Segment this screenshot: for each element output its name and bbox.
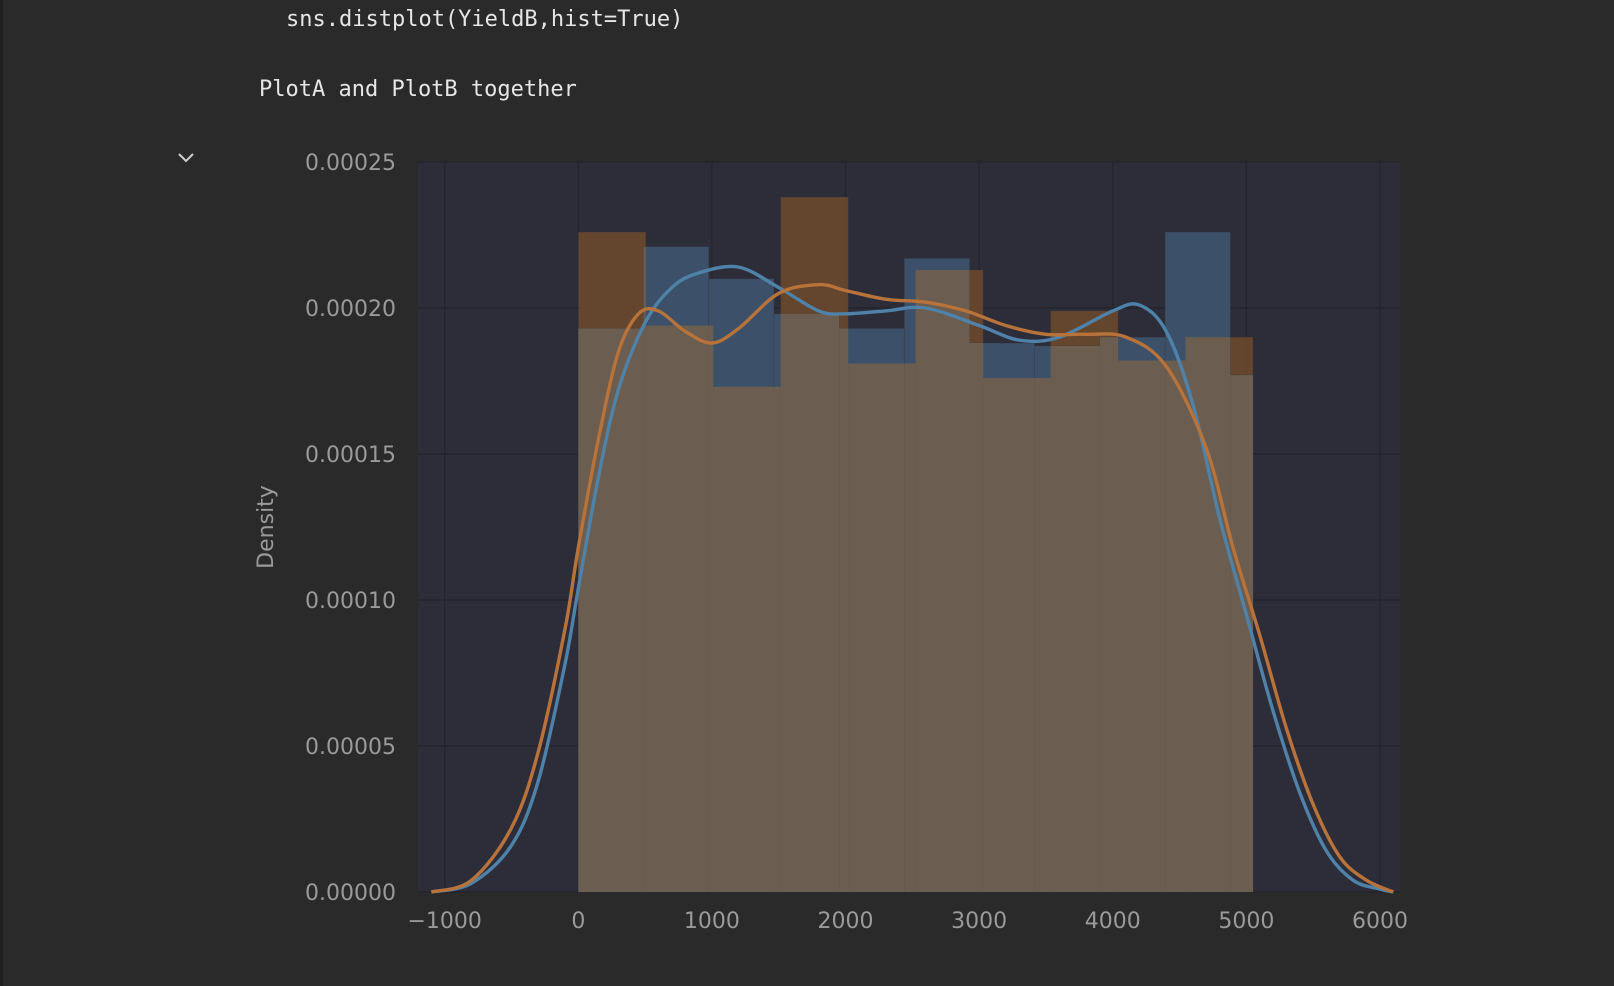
overlap-bar [713,386,774,892]
overlap-bar [983,378,1035,892]
overlap-bar [1034,378,1051,892]
overlap-bar [969,343,984,892]
kde-curves [430,264,1395,894]
x-tick-label: 4000 [1085,909,1141,934]
overlap-bar [848,363,905,892]
cell-output: 0.00000 0.00005 0.00010 0.00015 0.00020 0.000… [250,140,1410,960]
overlap-bar [1099,337,1119,892]
x-tick-label: 2000 [818,909,874,934]
markdown-cell-text: PlotA and PlotB together [259,77,577,102]
orange-kde-line [430,282,1395,894]
x-tick-label: 0 [571,909,585,934]
blue-kde-line [430,264,1394,894]
chevron-down-icon-glyph [178,153,194,163]
y-axis-label: Density [254,485,279,569]
overlap-bar [645,325,709,892]
x-tick-label: 1000 [684,909,740,934]
x-tick-label: 5000 [1218,909,1274,934]
y-tick-label: 0.00020 [305,297,396,322]
x-tick-label: 6000 [1352,909,1408,934]
overlap-bar [773,386,781,892]
overlap-bar [708,325,714,892]
y-tick-label: 0.00010 [305,589,396,614]
overlap-bar [839,328,849,892]
overlap-bar [1165,360,1186,892]
y-tick-label: 0.00015 [305,443,396,468]
x-tick-label: −1000 [408,909,482,934]
overlap-bar [1050,345,1100,892]
overlap-bar [1118,360,1166,892]
x-tick-labels: −1000 0 1000 2000 3000 4000 5000 6000 [408,909,1408,934]
x-tick-label: 3000 [951,909,1007,934]
y-tick-label: 0.00005 [305,735,396,760]
histogram-overlap [578,246,1254,893]
overlap-bar [904,363,916,892]
overlap-bar [1230,375,1254,892]
overlap-bar [780,313,840,893]
y-tick-label: 0.00025 [305,151,396,176]
cell-gutter [0,0,3,986]
y-tick-labels: 0.00000 0.00005 0.00010 0.00015 0.00020 0.000… [305,151,396,906]
overlap-bar [643,246,646,892]
overlap-bar [1185,337,1231,892]
y-tick-label: 0.00000 [305,881,396,906]
chevron-down-icon[interactable] [174,146,198,170]
code-cell-source[interactable]: sns.distplot(YieldB,hist=True) [286,7,684,32]
overlap-bar [915,270,970,892]
density-chart: 0.00000 0.00005 0.00010 0.00015 0.00020 0.000… [254,151,1408,934]
